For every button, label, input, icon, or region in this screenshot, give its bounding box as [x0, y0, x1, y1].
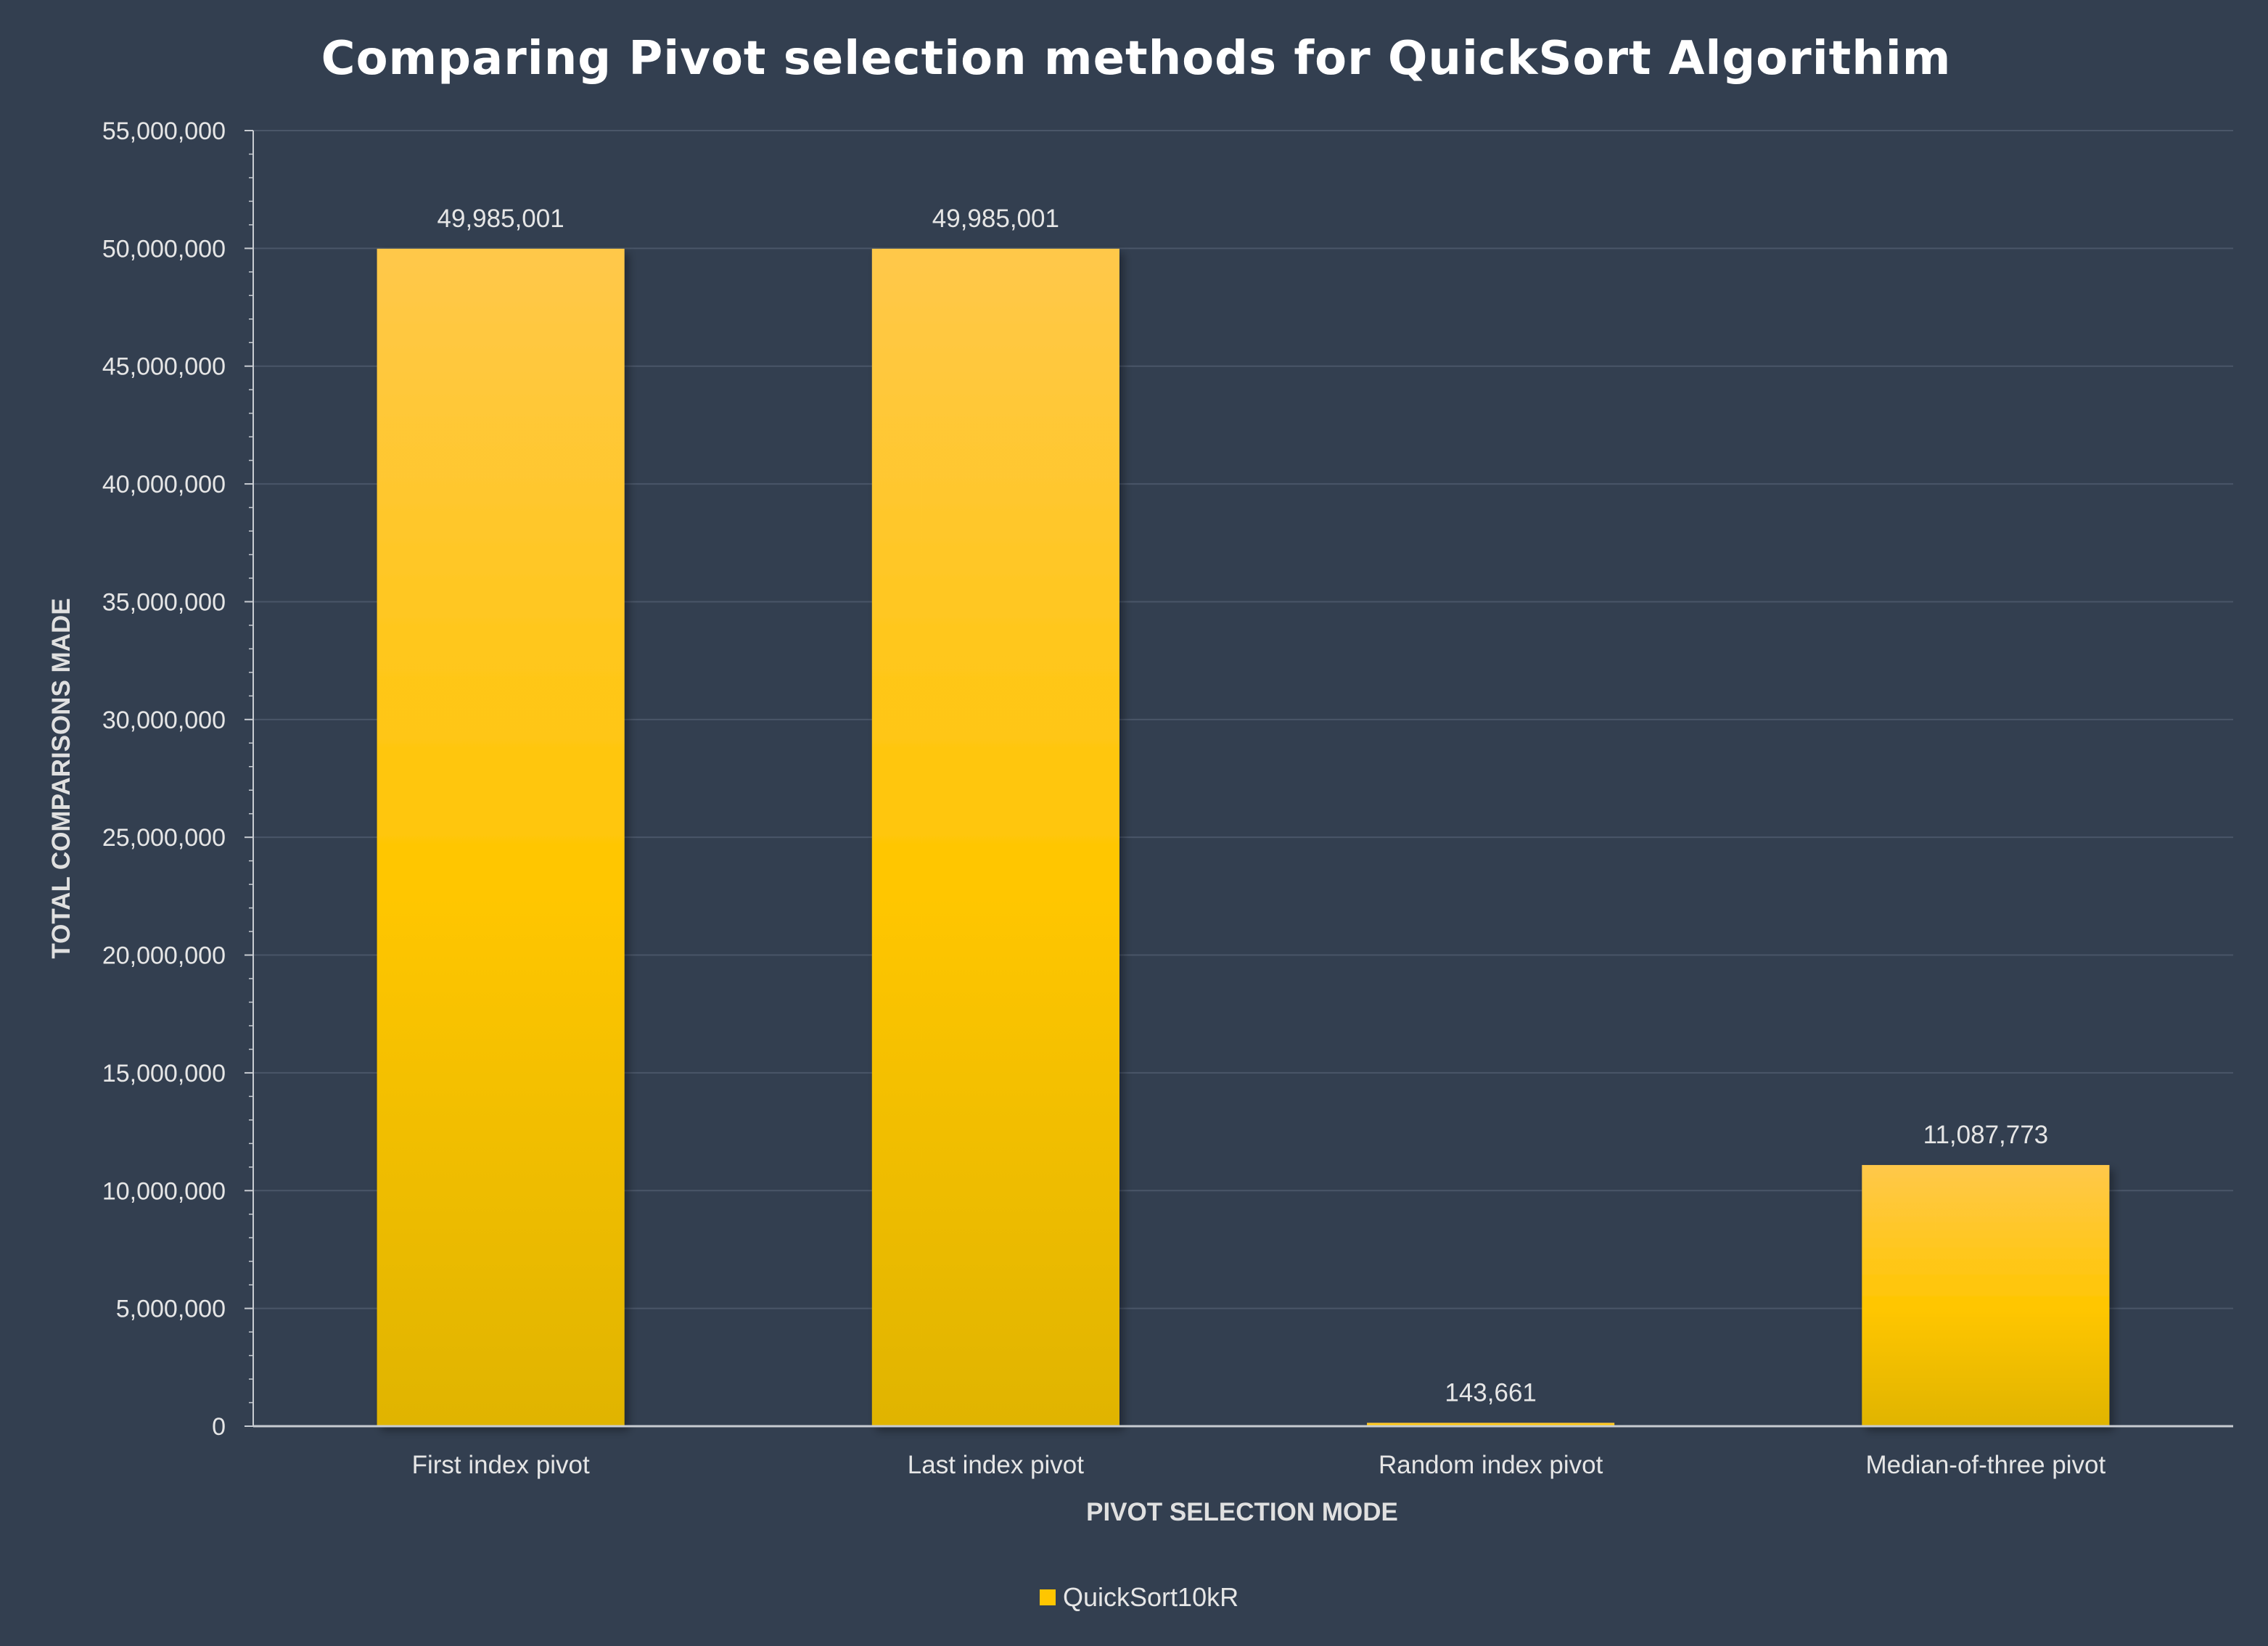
y-tick-label: 25,000,000 [102, 824, 226, 852]
legend-swatch [1040, 1589, 1056, 1605]
y-tick-label: 20,000,000 [102, 942, 226, 970]
y-tick-label: 0 [212, 1413, 226, 1441]
x-axis-title: PIVOT SELECTION MODE [1086, 1498, 1398, 1526]
bar [871, 248, 1119, 1426]
x-category-label: Last index pivot [908, 1451, 1084, 1479]
bar [1862, 1164, 2110, 1426]
bar-data-label: 49,985,001 [932, 205, 1059, 233]
data-labels: 49,985,001 49,985,001 143,661 11,087,773 [437, 205, 2049, 1407]
y-tick-label: 40,000,000 [102, 471, 226, 498]
bar-data-label: 11,087,773 [1923, 1121, 2049, 1149]
bars [377, 248, 2110, 1426]
bar-data-label: 49,985,001 [437, 205, 564, 233]
bar [1367, 1423, 1615, 1426]
x-category-label: Random index pivot [1379, 1451, 1603, 1479]
y-tick-label: 15,000,000 [102, 1060, 226, 1087]
y-tick-label: 35,000,000 [102, 588, 226, 616]
x-category-label: Median-of-three pivot [1866, 1451, 2106, 1479]
chart-title: Comparing Pivot selection methods for Qu… [321, 32, 1952, 86]
legend: QuickSort10kR [1040, 1582, 1238, 1612]
y-tick-label: 55,000,000 [102, 118, 226, 145]
y-axis-ticks: 0 5,000,000 10,000,000 15,000,000 20,000,000… [102, 118, 253, 1441]
y-tick-label: 45,000,000 [102, 353, 226, 381]
legend-label: QuickSort10kR [1063, 1582, 1238, 1612]
bar-data-label: 143,661 [1445, 1378, 1537, 1407]
y-tick-label: 5,000,000 [116, 1296, 226, 1323]
y-tick-label: 30,000,000 [102, 707, 226, 734]
y-tick-label: 50,000,000 [102, 235, 226, 263]
x-axis-category-labels: First index pivot Last index pivot Random … [412, 1451, 2106, 1479]
x-category-label: First index pivot [412, 1451, 590, 1479]
y-axis-title: TOTAL COMPARISONS MADE [47, 598, 75, 958]
bar [377, 248, 625, 1426]
y-tick-label: 10,000,000 [102, 1177, 226, 1205]
